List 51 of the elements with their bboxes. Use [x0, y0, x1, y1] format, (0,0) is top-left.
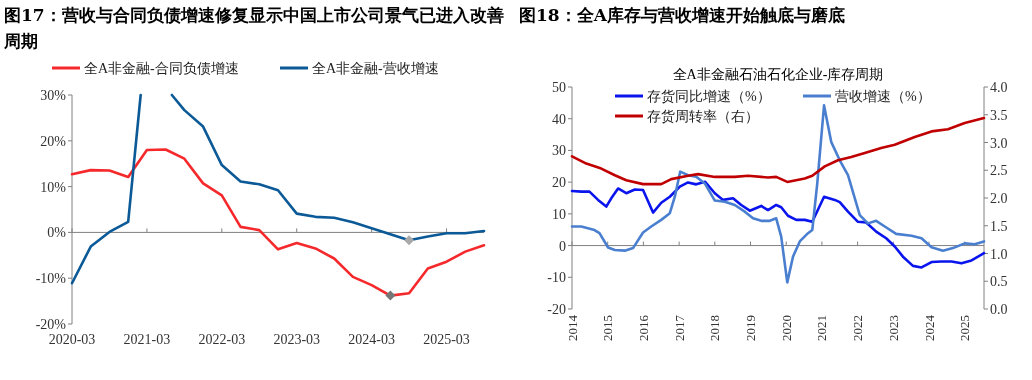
y-tick-label: 30 [552, 143, 566, 159]
y-tick-label: 30% [40, 88, 67, 103]
x-tick-label: 2014 [564, 314, 580, 341]
y2-tick-label: 3.0 [990, 135, 1008, 151]
x-tick-label: 2018 [707, 315, 723, 341]
y2-tick-label: 1.5 [990, 218, 1008, 234]
y-tick-label: -10 [547, 270, 566, 286]
y-tick-label: -20 [547, 302, 566, 317]
x-tick-label: 2020 [778, 315, 794, 341]
line-series [570, 180, 986, 269]
y-tick-label: 50 [552, 80, 566, 95]
y2-tick-label: 1.0 [990, 246, 1008, 262]
y-tick-label: -20% [35, 317, 67, 332]
y-tick-label: -10% [35, 271, 67, 287]
x-tick-label: 2020-03 [48, 332, 96, 347]
x-tick-label: 2015 [600, 315, 616, 341]
x-tick-label: 2023 [885, 315, 901, 341]
x-tick-label: 2024-03 [348, 332, 395, 347]
chart-subtitle: 全A非金融石油石化企业-库存周期 [672, 67, 884, 82]
legend-label: 营收增速（%） [835, 89, 931, 104]
y2-tick-label: 0.5 [990, 274, 1008, 290]
x-tick-label: 2025 [957, 315, 973, 341]
x-tick-label: 2022 [850, 315, 866, 341]
y-tick-label: 10 [552, 206, 566, 222]
y-tick-label: 20 [552, 175, 566, 191]
chart-title: 图18：全A库存与营收增速开始触底与磨底 [519, 4, 846, 27]
legend-label: 存货周转率（右） [647, 109, 759, 124]
legend-label: 存货同比增速（%） [647, 89, 771, 104]
y2-tick-label: 2.5 [990, 163, 1008, 179]
y2-tick-label: 2.0 [990, 191, 1008, 206]
x-tick-label: 2021 [814, 315, 830, 341]
x-tick-label: 2019 [743, 315, 759, 341]
y-tick-label: 0% [47, 225, 67, 241]
x-tick-label: 2022-03 [198, 332, 246, 347]
y2-tick-label: 4.0 [990, 80, 1008, 95]
line-series [570, 104, 986, 284]
y-tick-label: 40 [552, 111, 566, 127]
x-tick-label: 2016 [635, 314, 651, 341]
x-tick-label: 2023-03 [273, 332, 321, 347]
y-tick-label: 0 [559, 238, 566, 254]
legend-label: 全A非金融-合同负债增速 [84, 61, 239, 76]
y2-tick-label: 0.0 [990, 302, 1008, 317]
y-tick-label: 10% [40, 179, 67, 195]
legend-label: 全A非金融-营收增速 [312, 61, 439, 76]
y-tick-label: 20% [40, 133, 67, 149]
chart-title: 图17：营收与合同负债增速修复显示中国上市公司景气已进入改善周期 [4, 4, 504, 53]
x-tick-label: 2025-03 [423, 332, 470, 347]
x-tick-label: 2021-03 [123, 332, 171, 347]
y2-tick-label: 3.5 [990, 107, 1008, 123]
x-tick-label: 2017 [671, 314, 687, 341]
x-tick-label: 2024 [921, 314, 937, 341]
